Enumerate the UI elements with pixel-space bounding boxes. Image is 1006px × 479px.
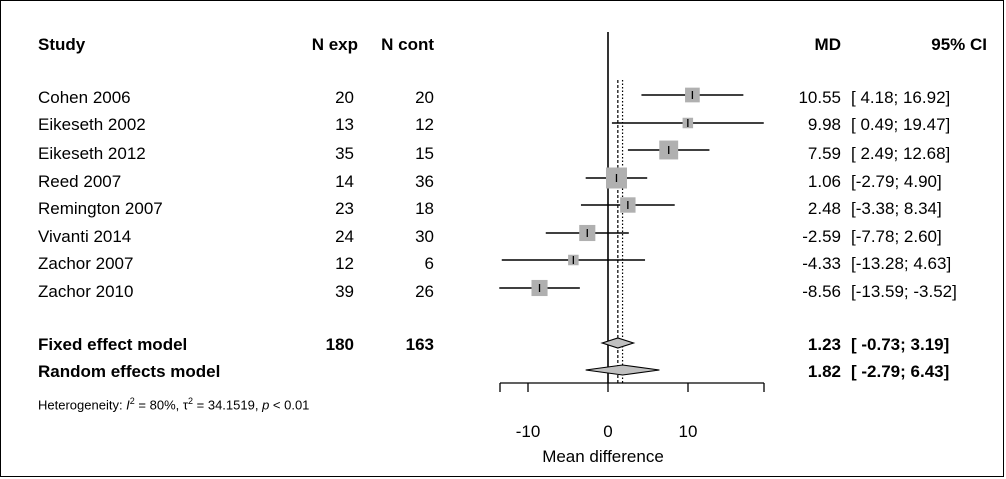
p-value: < 0.01 <box>269 397 310 413</box>
summary-md: 1.23 <box>807 335 841 354</box>
header-study: Study <box>38 35 86 54</box>
study-md: -2.59 <box>802 227 841 246</box>
study-md: 2.48 <box>807 199 841 218</box>
summary-n-exp: 180 <box>325 335 354 354</box>
x-tick-label: -10 <box>516 422 541 441</box>
p-symbol: p <box>262 397 270 413</box>
study-n-exp: 24 <box>335 227 354 246</box>
tau-superscript: 2 <box>188 396 194 406</box>
summary-n-cont: 163 <box>405 335 434 354</box>
study-ci: [-2.79; 4.90] <box>851 172 942 191</box>
x-tick-label: 0 <box>603 422 612 441</box>
tau-value: = 34.1519, <box>193 397 263 413</box>
study-n-cont: 6 <box>424 254 434 273</box>
study-ci: [-3.38; 8.34] <box>851 199 942 218</box>
summary-label: Random effects model <box>38 362 221 381</box>
study-n-cont: 36 <box>415 172 434 191</box>
study-name: Cohen 2006 <box>38 88 131 107</box>
study-n-exp: 14 <box>335 172 354 191</box>
study-name: Zachor 2010 <box>38 282 134 301</box>
i2-superscript: 2 <box>129 396 135 406</box>
study-ci: [-13.28; 4.63] <box>851 254 952 273</box>
study-name: Remington 2007 <box>38 199 163 218</box>
study-ci: [-13.59; -3.52] <box>851 282 957 301</box>
study-n-exp: 20 <box>335 88 354 107</box>
study-name: Reed 2007 <box>38 172 122 191</box>
study-n-cont: 26 <box>415 282 434 301</box>
study-md: -4.33 <box>802 254 841 273</box>
study-n-exp: 35 <box>335 144 354 163</box>
heterogeneity-prefix: Heterogeneity: <box>38 397 127 413</box>
header-ci: 95% CI <box>931 35 987 54</box>
study-n-exp: 39 <box>335 282 354 301</box>
study-n-cont: 30 <box>415 227 434 246</box>
study-name: Vivanti 2014 <box>38 227 132 246</box>
summary-ci: [ -2.79; 6.43] <box>851 362 950 381</box>
study-name: Zachor 2007 <box>38 254 134 273</box>
summary-label: Fixed effect model <box>38 335 188 354</box>
study-name: Eikeseth 2002 <box>38 115 146 134</box>
study-n-cont: 15 <box>415 144 434 163</box>
random-effects-diamond <box>585 364 660 376</box>
study-md: 9.98 <box>807 115 841 134</box>
fixed-effect-diamond <box>600 337 636 349</box>
i2-value: = 80%, <box>134 397 183 413</box>
study-ci: [ 2.49; 12.68] <box>851 144 951 163</box>
tau-symbol: τ <box>182 397 189 413</box>
study-ci: [-7.78; 2.60] <box>851 227 942 246</box>
i2-symbol: I <box>126 397 130 413</box>
study-n-exp: 13 <box>335 115 354 134</box>
study-md: -8.56 <box>802 282 841 301</box>
header-n-exp: N exp <box>311 35 358 54</box>
header-md: MD <box>814 35 841 54</box>
header-n-cont: N cont <box>381 35 434 54</box>
study-ci: [ 0.49; 19.47] <box>851 115 951 134</box>
study-n-exp: 23 <box>335 199 354 218</box>
study-ci: [ 4.18; 16.92] <box>851 88 951 107</box>
study-n-cont: 18 <box>415 199 434 218</box>
study-md: 7.59 <box>807 144 841 163</box>
study-n-exp: 12 <box>335 254 354 273</box>
heterogeneity-text: Heterogeneity: I2 = 80%, τ2 = 34.1519, p… <box>38 396 309 412</box>
x-axis-label: Mean difference <box>542 447 664 466</box>
x-tick-label: 10 <box>679 422 698 441</box>
study-n-cont: 12 <box>415 115 434 134</box>
summary-md: 1.82 <box>807 362 841 381</box>
study-n-cont: 20 <box>415 88 434 107</box>
study-name: Eikeseth 2012 <box>38 144 146 163</box>
summary-ci: [ -0.73; 3.19] <box>851 335 950 354</box>
study-md: 1.06 <box>807 172 841 191</box>
study-md: 10.55 <box>798 88 841 107</box>
